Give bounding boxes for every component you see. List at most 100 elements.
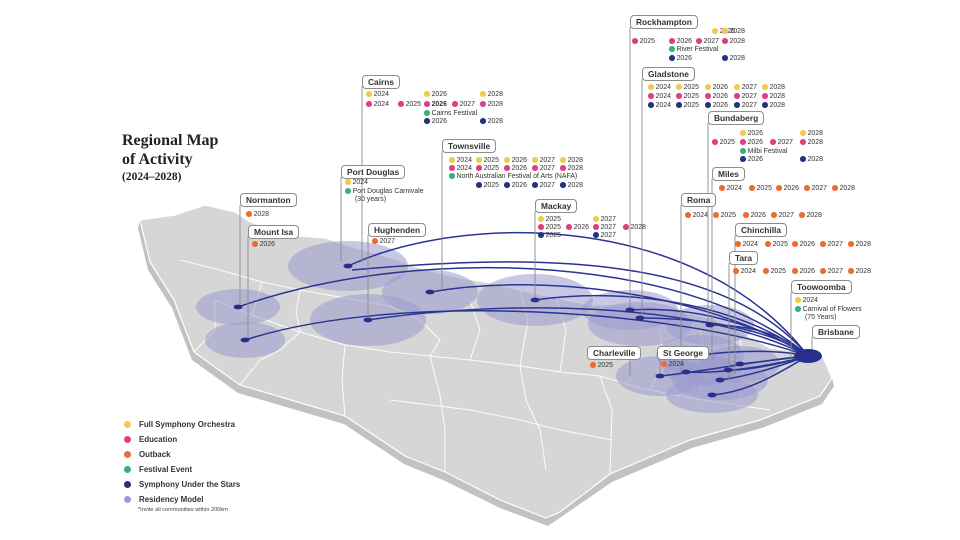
activity-dot-edu: [476, 164, 482, 171]
activity-entry: 2025: [538, 215, 561, 224]
activity-dot-sus: [480, 117, 486, 124]
activity-entry: 2026: [504, 156, 527, 165]
activity-dot-fso: [345, 178, 351, 185]
activity-text: 2028: [729, 38, 745, 45]
activity-dot-out: [252, 240, 258, 247]
activity-dot-edu: [740, 138, 746, 145]
activity-dot-edu: [669, 37, 675, 44]
activity-dot-edu: [632, 37, 638, 44]
activity-entry: 2026: [705, 101, 728, 110]
activity-dot-out: [792, 240, 798, 247]
activity-entry: 2024: [648, 83, 671, 92]
activity-dot-out: [733, 267, 739, 274]
town-name: Rockhampton: [630, 15, 698, 29]
activity-text: 2028: [807, 130, 823, 137]
activity-dot-out: [792, 267, 798, 274]
activity-entry: 2027: [593, 223, 616, 232]
activity-text: 2028: [729, 28, 745, 35]
activity-dot-fso: [424, 90, 430, 97]
activity-dot-edu: [566, 223, 572, 230]
activity-entry: 2025: [676, 101, 699, 110]
activity-entry: 2028: [623, 223, 646, 232]
activity-entry: 2027: [372, 237, 395, 246]
activity-text: 2026: [747, 130, 763, 137]
activity-entry: River Festival: [669, 45, 718, 54]
location-dot: [625, 307, 635, 313]
legend-item-sus: Symphony Under the Stars: [124, 480, 240, 489]
activity-dot-sus: [762, 101, 768, 108]
activity-text: 2025: [683, 93, 699, 100]
town-name: Port Douglas: [341, 165, 406, 179]
title-years: (2024–2028): [122, 171, 182, 183]
town-name: Normanton: [240, 193, 297, 207]
activity-text: 2027: [827, 268, 843, 275]
activity-text: 2028: [487, 91, 503, 98]
activity-entry: 2026: [792, 240, 815, 249]
activity-dot-out: [372, 237, 378, 244]
activity-dot-out: [763, 267, 769, 274]
activity-dot-edu: [504, 164, 510, 171]
town-label-roma: Roma: [681, 190, 717, 208]
town-label-hughenden: Hughenden: [368, 220, 427, 238]
legend-label-fso: Full Symphony Orchestra: [139, 420, 236, 429]
activity-dot-edu: [705, 92, 711, 99]
activity-entry: 2025: [398, 100, 421, 109]
activity-text: 2028: [567, 165, 583, 172]
activity-dot-fest: [795, 305, 801, 312]
activity-text: 2028: [855, 268, 871, 275]
activity-dot-edu: [676, 92, 682, 99]
activity-dot-sus: [648, 101, 654, 108]
activity-entry: 2024: [735, 240, 758, 249]
location-dot: [343, 263, 353, 269]
activity-text: 2024: [373, 91, 389, 98]
activity-entry: 2027: [771, 211, 794, 220]
legend-dot-fso: [124, 421, 131, 428]
activity-text: 2026: [511, 165, 527, 172]
activity-dot-sus: [538, 231, 544, 238]
activity-text: 2027: [703, 38, 719, 45]
activity-entry: 2024: [648, 92, 671, 101]
legend-dot-education: [124, 436, 131, 443]
activity-text: 2025: [405, 101, 421, 108]
activity-text: 2024: [668, 361, 684, 368]
activity-text: North Australian Festival of Arts (NAFA): [456, 173, 578, 180]
activity-text: 2024: [742, 241, 758, 248]
activity-entry: 2027: [770, 138, 793, 147]
activity-entry: 2028: [480, 100, 503, 109]
activity-text: 2024: [692, 212, 708, 219]
activity-dot-edu: [538, 223, 544, 230]
activity-dot-fso: [676, 83, 682, 90]
activity-text: 2027: [600, 232, 616, 239]
legend-label-outback: Outback: [139, 450, 171, 459]
activity-dot-sus: [504, 181, 510, 188]
activity-entry: 2028: [480, 90, 503, 99]
activity-dot-sus: [476, 181, 482, 188]
town-name: Brisbane: [812, 325, 860, 339]
activity-dot-fest: [669, 45, 675, 52]
town-name: Toowoomba: [791, 280, 852, 294]
activity-text: 2027: [600, 224, 616, 231]
activity-text: 2026: [799, 241, 815, 248]
activity-text: 2024: [456, 157, 472, 164]
activity-entry: 2024: [366, 100, 389, 109]
activity-dot-fso: [762, 83, 768, 90]
activity-entry: 2028: [800, 155, 823, 164]
activity-entry: 2027: [734, 83, 757, 92]
residency-circle: [588, 302, 692, 346]
legend-item-outback: Outback: [124, 450, 171, 459]
sus-arc: [351, 261, 809, 357]
town-label-cairns: Cairns: [362, 72, 401, 90]
activity-entry: 2028: [848, 267, 871, 276]
activity-entry: 2028: [560, 181, 583, 190]
location-dot: [681, 369, 691, 375]
activity-entry: 2027: [593, 231, 616, 240]
activity-dot-out: [743, 211, 749, 218]
activity-entry: 2028: [722, 37, 745, 46]
activity-dot-fso: [560, 156, 566, 163]
activity-text: 2028: [567, 182, 583, 189]
activity-entry: 2026: [504, 181, 527, 190]
activity-text: 2026: [750, 212, 766, 219]
activity-text: 2028: [630, 224, 646, 231]
location-dot: [363, 317, 373, 323]
